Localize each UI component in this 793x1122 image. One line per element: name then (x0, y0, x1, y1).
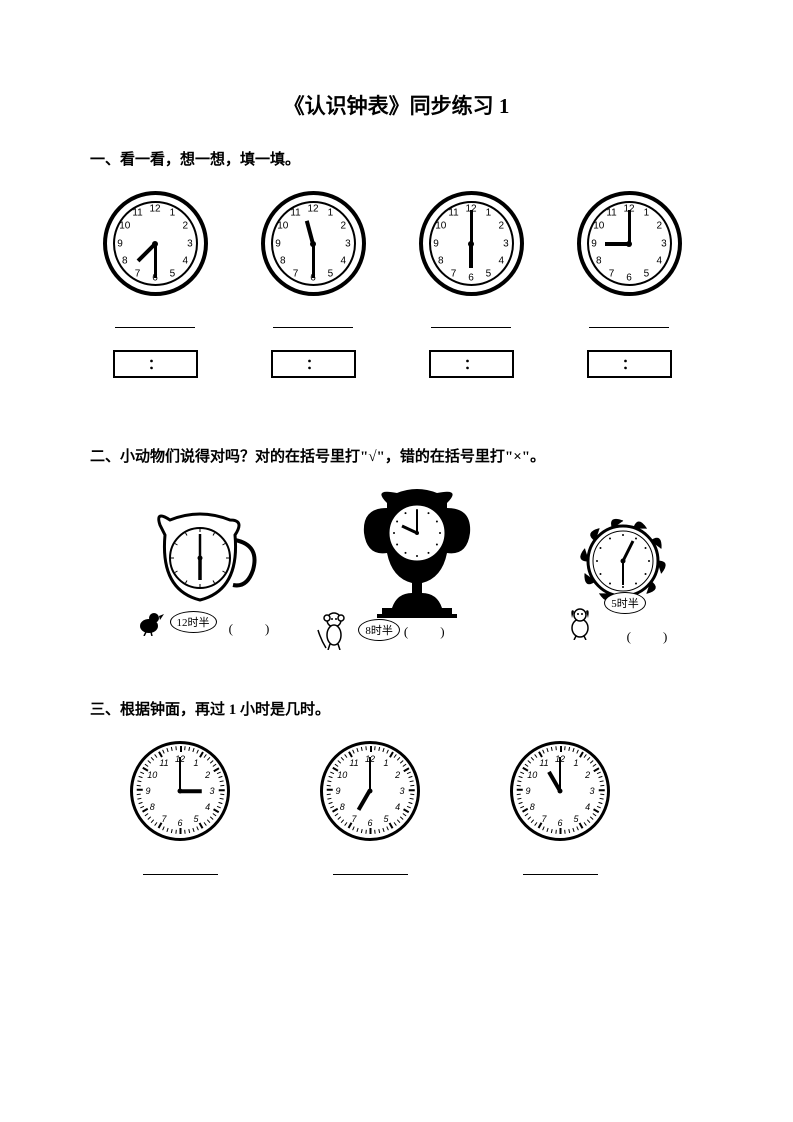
time-box[interactable]: ： (113, 350, 198, 378)
speech-bubble: 5时半 (604, 592, 646, 614)
speech-bubble: 12时半 (170, 611, 217, 633)
monkey-icon (316, 610, 354, 650)
answer-blank[interactable] (115, 314, 195, 328)
time-box[interactable]: ： (587, 350, 672, 378)
section2-item-1: 12时半 ( ) (120, 500, 280, 668)
section1-clock-2: 121234567891011 ： (258, 191, 368, 378)
answer-paren[interactable]: ( ) (627, 629, 670, 644)
section3-clock-2: 121234567891011 (320, 741, 420, 875)
clock-face: 121234567891011 (261, 191, 366, 296)
dog-icon (565, 606, 595, 640)
section1-clock-row: 121234567891011：121234567891011：12123456… (90, 191, 703, 378)
answer-paren[interactable]: ( ) (229, 621, 272, 636)
section1-clock-3: 121234567891011 ： (416, 191, 526, 378)
answer-blank[interactable] (431, 314, 511, 328)
time-box[interactable]: ： (271, 350, 356, 378)
clock-face: 121234567891011 (419, 191, 524, 296)
answer-blank[interactable] (273, 314, 353, 328)
clock-face: 121234567891011 (577, 191, 682, 296)
clock-face: 121234567891011 (103, 191, 208, 296)
answer-paren[interactable]: ( ) (404, 621, 447, 640)
answer-blank[interactable] (589, 314, 669, 328)
trophy-clock-icon (342, 488, 492, 628)
section1-clock-1: 121234567891011 ： (100, 191, 210, 378)
section2-item-2: 8时半( ) (317, 488, 517, 668)
clock-face: 121234567891011 (130, 741, 230, 841)
section2-header: 二、小动物们说得对吗？对的在括号里打"√"，错的在括号里打"×"。 (90, 445, 703, 466)
speech-bubble: 8时半 (358, 619, 400, 641)
section3-clock-3: 121234567891011 (510, 741, 610, 875)
section3-clock-1: 121234567891011 (130, 741, 230, 875)
clock-face: 121234567891011 (510, 741, 610, 841)
bird-icon (134, 608, 164, 636)
section2-item-3: 5时半 ( ) (553, 509, 693, 668)
section1-clock-4: 121234567891011 ： (574, 191, 684, 378)
section2-row: 12时半( ) 8时半( ) 5时半( ) (90, 488, 703, 668)
jug-clock-icon (135, 500, 265, 620)
answer-blank[interactable] (523, 861, 598, 875)
answer-blank[interactable] (143, 861, 218, 875)
section3-clock-row: 121234567891011 121234567891011 1212345678… (90, 741, 703, 875)
answer-blank[interactable] (333, 861, 408, 875)
section1-header: 一、看一看，想一想，填一填。 (90, 148, 703, 169)
time-box[interactable]: ： (429, 350, 514, 378)
page-title: 《认识钟表》同步练习 1 (90, 90, 703, 120)
section3-header: 三、根据钟面，再过 1 小时是几时。 (90, 698, 703, 719)
clock-face: 121234567891011 (320, 741, 420, 841)
